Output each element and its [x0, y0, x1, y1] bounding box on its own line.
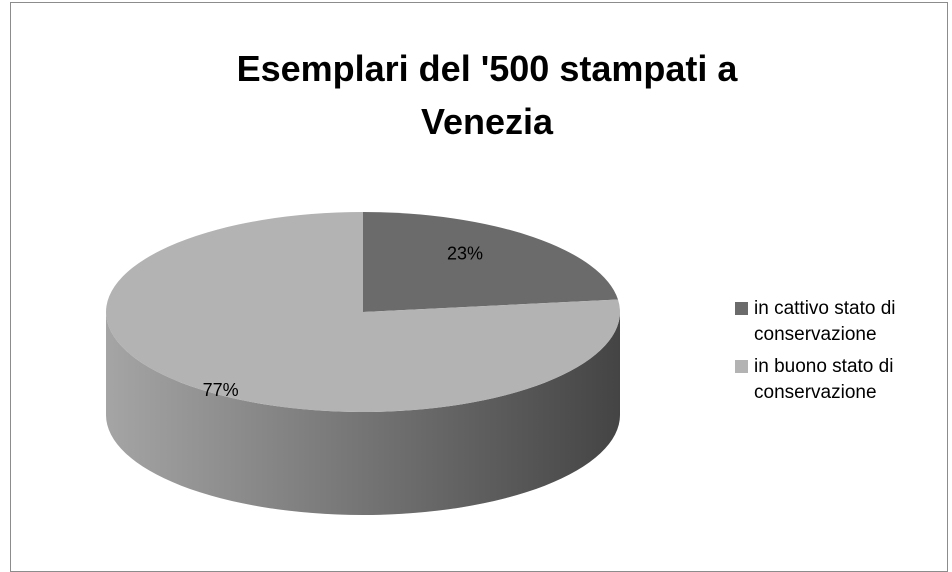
legend-label: in buono stato di conservazione — [754, 356, 894, 403]
legend-entry: in buono stato di conservazione — [735, 354, 950, 406]
data-label: 23% — [447, 244, 483, 264]
legend-label: in cattivo stato di conservazione — [754, 298, 896, 345]
legend-swatch — [735, 360, 748, 373]
legend-swatch — [735, 302, 748, 315]
pie-slice — [106, 212, 620, 412]
chart-title: Esemplari del '500 stampati a Venezia — [236, 48, 738, 142]
data-label: 77% — [203, 380, 239, 400]
legend: in cattivo stato di conservazione in buon… — [735, 296, 950, 412]
pie-slice — [363, 212, 618, 312]
legend-entry: in cattivo stato di conservazione — [735, 296, 950, 348]
side-shade — [106, 312, 620, 515]
